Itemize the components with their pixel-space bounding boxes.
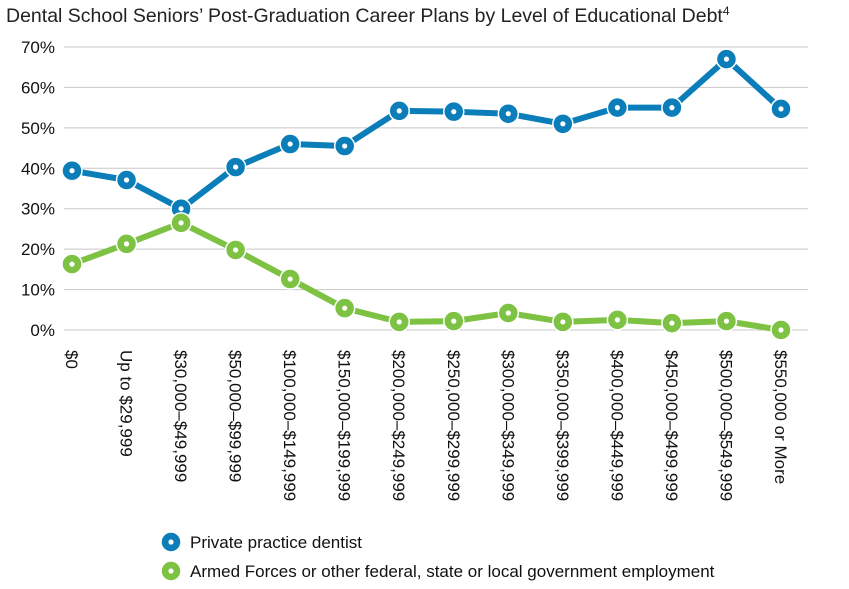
marker-dot <box>123 241 130 247</box>
y-tick-label: 60% <box>21 78 55 97</box>
x-tick-label: $450,000–$499,999 <box>662 350 681 501</box>
x-tick-label: $30,000–$49,999 <box>171 350 190 482</box>
x-tick-label: $100,000–$149,999 <box>280 350 299 501</box>
data-point <box>224 156 247 178</box>
marker-dot <box>560 319 566 325</box>
marker-dot <box>505 111 511 117</box>
marker-dot <box>233 247 239 253</box>
x-tick-label: $200,000–$249,999 <box>389 350 408 501</box>
marker-dot <box>168 539 174 545</box>
data-point <box>61 159 83 182</box>
x-tick-label: $300,000–$349,999 <box>498 350 517 501</box>
data-point <box>661 312 683 334</box>
marker-dot <box>451 109 457 115</box>
legend-label: Private practice dentist <box>190 533 362 552</box>
legend-marker <box>160 560 182 582</box>
marker-dot <box>614 317 620 323</box>
y-tick-label: 0% <box>30 321 55 340</box>
y-tick-label: 30% <box>21 200 55 219</box>
data-point <box>279 268 301 290</box>
data-point <box>770 98 792 120</box>
x-tick-label: $50,000–$99,999 <box>226 350 245 482</box>
y-tick-label: 70% <box>21 38 55 57</box>
x-tick-label: $350,000–$399,999 <box>553 350 572 501</box>
data-point <box>224 239 247 261</box>
data-point <box>279 133 301 155</box>
marker-dot <box>723 318 730 324</box>
marker-dot <box>778 106 784 112</box>
data-point <box>170 212 192 234</box>
y-tick-label: 10% <box>21 281 55 300</box>
marker-dot <box>342 305 348 311</box>
x-tick-label: $250,000–$299,999 <box>444 350 463 501</box>
data-point <box>61 253 83 275</box>
y-tick-label: 20% <box>21 240 55 259</box>
data-point <box>388 100 410 122</box>
marker-dot <box>287 276 293 282</box>
x-tick-label: $500,000–$549,999 <box>716 350 735 501</box>
data-point <box>333 297 356 319</box>
legend-marker <box>160 531 182 553</box>
marker-dot <box>451 318 457 324</box>
marker-dot <box>69 168 75 174</box>
marker-dot <box>168 568 174 574</box>
data-point <box>443 100 465 123</box>
data-point <box>606 96 629 119</box>
x-tick-label: $0 <box>62 350 81 369</box>
marker-dot <box>669 320 675 326</box>
marker-dot <box>778 327 784 333</box>
data-point <box>115 169 138 191</box>
data-point <box>552 113 574 135</box>
chart-title: Dental School Seniors’ Post-Graduation C… <box>6 4 730 27</box>
marker-dot <box>69 261 75 267</box>
marker-dot <box>178 220 184 226</box>
marker-dot <box>614 105 620 111</box>
x-tick-label: $550,000 or More <box>771 350 790 484</box>
marker-dot <box>723 56 730 62</box>
data-point <box>552 311 574 333</box>
marker-dot <box>342 143 348 149</box>
marker-dot <box>560 121 566 127</box>
marker-dot <box>287 141 293 147</box>
legend-label: Armed Forces or other federal, state or … <box>190 562 715 581</box>
marker-dot <box>396 108 402 114</box>
marker-dot <box>669 105 675 111</box>
marker-dot <box>396 319 402 325</box>
y-tick-label: 50% <box>21 119 55 138</box>
data-point <box>661 96 683 119</box>
x-tick-label: $400,000–$449,999 <box>607 350 626 501</box>
marker-dot <box>233 164 239 170</box>
data-point <box>115 233 138 255</box>
y-tick-label: 40% <box>21 159 55 178</box>
marker-dot <box>123 177 130 183</box>
title-text: Dental School Seniors’ Post-Graduation C… <box>6 5 723 27</box>
x-tick-label: $150,000–$199,999 <box>335 350 354 501</box>
data-point <box>715 48 738 70</box>
data-point <box>770 319 792 341</box>
data-point <box>497 302 520 324</box>
data-point <box>388 311 410 333</box>
title-footnote: 4 <box>723 4 730 18</box>
marker-dot <box>178 206 184 212</box>
marker-dot <box>505 310 511 316</box>
x-tick-label: Up to $29,999 <box>117 350 136 457</box>
data-point <box>497 102 520 125</box>
series-line <box>71 56 784 212</box>
data-point <box>333 135 356 157</box>
data-point <box>443 310 465 332</box>
data-point <box>606 309 629 331</box>
data-point <box>715 310 738 332</box>
